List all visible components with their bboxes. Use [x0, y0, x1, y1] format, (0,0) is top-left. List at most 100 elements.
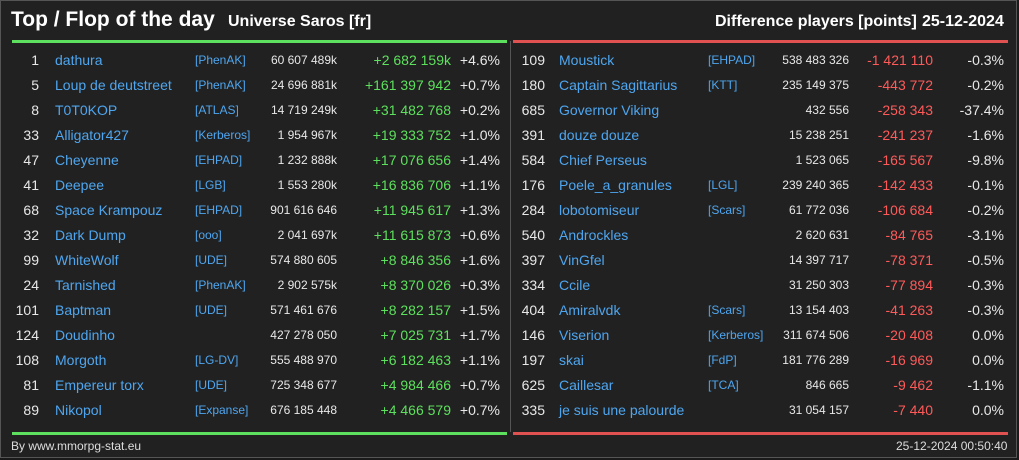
- rank-cell: 397: [521, 252, 545, 268]
- points-cell: 14 397 717: [788, 253, 849, 267]
- player-name-link[interactable]: je suis une palourde: [559, 402, 685, 418]
- player-name-link[interactable]: Poele_a_granules: [559, 177, 672, 193]
- delta-cell: -241 237: [877, 127, 933, 143]
- flop-row: 180 Captain Sagittarius [KTT] 235 149 375 -4…: [1, 73, 1018, 98]
- points-cell: 235 149 375: [782, 78, 849, 92]
- player-name-link[interactable]: Caillesar: [559, 377, 614, 393]
- flop-row: 146 Viserion [Kerberos] 311 674 506 -20 408 0…: [1, 323, 1018, 348]
- player-name-link[interactable]: Cheyenne: [55, 152, 119, 168]
- alliance-tag[interactable]: [PhenAK]: [195, 53, 246, 67]
- top-row: 89 Nikopol [Expanse] 676 185 448 +4 466 579 +…: [1, 398, 1018, 423]
- alliance-tag[interactable]: [EHPAD]: [708, 53, 756, 67]
- flop-row: 176 Poele_a_granules [LGL] 239 240 365 -142 …: [1, 173, 1018, 198]
- alliance-tag[interactable]: [Kerberos]: [195, 128, 251, 142]
- player-name-link[interactable]: Captain Sagittarius: [559, 77, 678, 93]
- player-name-link[interactable]: douze douze: [559, 127, 640, 143]
- rank-cell: 685: [521, 102, 545, 118]
- delta-cell: -9 462: [893, 377, 933, 393]
- delta-cell: -78 371: [885, 252, 933, 268]
- delta-cell: +161 397 942: [364, 77, 451, 93]
- player-name-link[interactable]: Morgoth: [55, 352, 107, 368]
- percent-cell: +1.7%: [459, 327, 500, 343]
- rank-cell: 625: [521, 377, 545, 393]
- footer-credit[interactable]: By www.mmorpg-stat.eu: [11, 439, 142, 453]
- alliance-tag[interactable]: [ooo]: [195, 228, 222, 242]
- rank-cell: 5: [31, 77, 39, 93]
- points-cell: 1 523 065: [795, 153, 849, 167]
- alliance-tag[interactable]: [Scars]: [708, 203, 746, 217]
- player-name-link[interactable]: Space Krampouz: [55, 202, 163, 218]
- player-name-link[interactable]: Moustick: [559, 52, 615, 68]
- points-cell: 31 054 157: [788, 403, 849, 417]
- player-name-link[interactable]: Amiralvdk: [559, 302, 621, 318]
- points-cell: 2 620 631: [795, 228, 849, 242]
- flop-row: 540 Androckles 2 620 631 -84 765 -3.1%: [1, 223, 1018, 248]
- rank-cell: 284: [521, 202, 545, 218]
- rank-cell: 109: [521, 52, 545, 68]
- delta-cell: -7 440: [893, 402, 933, 418]
- alliance-tag[interactable]: [Scars]: [708, 303, 746, 317]
- alliance-tag[interactable]: [UDE]: [195, 253, 228, 267]
- points-cell: 61 772 036: [788, 203, 849, 217]
- player-name-link[interactable]: Androckles: [559, 227, 629, 243]
- rank-cell: 108: [15, 352, 39, 368]
- player-name-link[interactable]: Dark Dump: [55, 227, 126, 243]
- rank-cell: 8: [31, 102, 39, 118]
- player-name-link[interactable]: Alligator427: [55, 127, 129, 143]
- player-name-link[interactable]: lobotomiseur: [559, 202, 640, 218]
- player-name-link[interactable]: Deepee: [55, 177, 105, 193]
- player-name-link[interactable]: Baptman: [55, 302, 112, 318]
- flop-row: 404 Amiralvdk [Scars] 13 154 403 -41 263 -0.3…: [1, 298, 1018, 323]
- alliance-tag[interactable]: [LG-DV]: [195, 353, 239, 367]
- top-accent-bar: [12, 40, 507, 43]
- player-name-link[interactable]: T0T0KOP: [55, 102, 118, 118]
- player-name-link[interactable]: Governor Viking: [559, 102, 660, 118]
- player-name-link[interactable]: VinGfel: [559, 252, 605, 268]
- player-name-link[interactable]: skai: [559, 352, 584, 368]
- points-cell: 24 696 881k: [270, 78, 337, 92]
- top-bottom-bar: [12, 432, 507, 435]
- alliance-tag[interactable]: [UDE]: [195, 303, 228, 317]
- delta-cell: +16 836 706: [372, 177, 451, 193]
- percent-cell: -3.1%: [967, 227, 1004, 243]
- player-name-link[interactable]: Chief Perseus: [559, 152, 647, 168]
- alliance-tag[interactable]: [UDE]: [195, 378, 228, 392]
- player-name-link[interactable]: Empereur torx: [55, 377, 144, 393]
- points-cell: 538 483 326: [782, 53, 849, 67]
- alliance-tag[interactable]: [LGL]: [708, 178, 738, 192]
- player-name-link[interactable]: WhiteWolf: [55, 252, 119, 268]
- alliance-tag[interactable]: [TCA]: [708, 378, 739, 392]
- rank-cell: 124: [15, 327, 39, 343]
- alliance-tag[interactable]: [EHPAD]: [195, 203, 243, 217]
- alliance-tag[interactable]: [PhenAK]: [195, 278, 246, 292]
- delta-cell: -142 433: [877, 177, 933, 193]
- player-name-link[interactable]: dathura: [55, 52, 103, 68]
- alliance-tag[interactable]: [FdP]: [708, 353, 737, 367]
- player-name-link[interactable]: Viserion: [559, 327, 610, 343]
- rank-cell: 81: [23, 377, 39, 393]
- player-name-link[interactable]: Ccile: [559, 277, 591, 293]
- player-name-link[interactable]: Nikopol: [55, 402, 102, 418]
- flop-row: 284 lobotomiseur [Scars] 61 772 036 -106 684…: [1, 198, 1018, 223]
- player-name-link[interactable]: Tarnished: [55, 277, 116, 293]
- player-name-link[interactable]: Doudinho: [55, 327, 115, 343]
- alliance-tag[interactable]: [EHPAD]: [195, 153, 243, 167]
- percent-cell: +1.3%: [459, 202, 500, 218]
- delta-cell: +17 076 656: [372, 152, 451, 168]
- delta-cell: +31 482 768: [372, 102, 451, 118]
- alliance-tag[interactable]: [KTT]: [708, 78, 738, 92]
- top-row: 8 T0T0KOP [ATLAS] 14 719 249k +31 482 768 +0.…: [1, 98, 1018, 123]
- player-name-link[interactable]: Loup de deutstreet: [55, 77, 172, 93]
- alliance-tag[interactable]: [Expanse]: [195, 403, 249, 417]
- alliance-tag[interactable]: [ATLAS]: [195, 103, 239, 117]
- delta-cell: -165 567: [877, 152, 933, 168]
- percent-cell: -0.3%: [967, 52, 1004, 68]
- delta-cell: -20 408: [885, 327, 933, 343]
- alliance-tag[interactable]: [Kerberos]: [708, 328, 764, 342]
- alliance-tag[interactable]: [PhenAK]: [195, 78, 246, 92]
- percent-cell: 0.0%: [972, 352, 1004, 368]
- rank-cell: 33: [23, 127, 39, 143]
- points-cell: 15 238 251: [788, 128, 849, 142]
- alliance-tag[interactable]: [LGB]: [195, 178, 226, 192]
